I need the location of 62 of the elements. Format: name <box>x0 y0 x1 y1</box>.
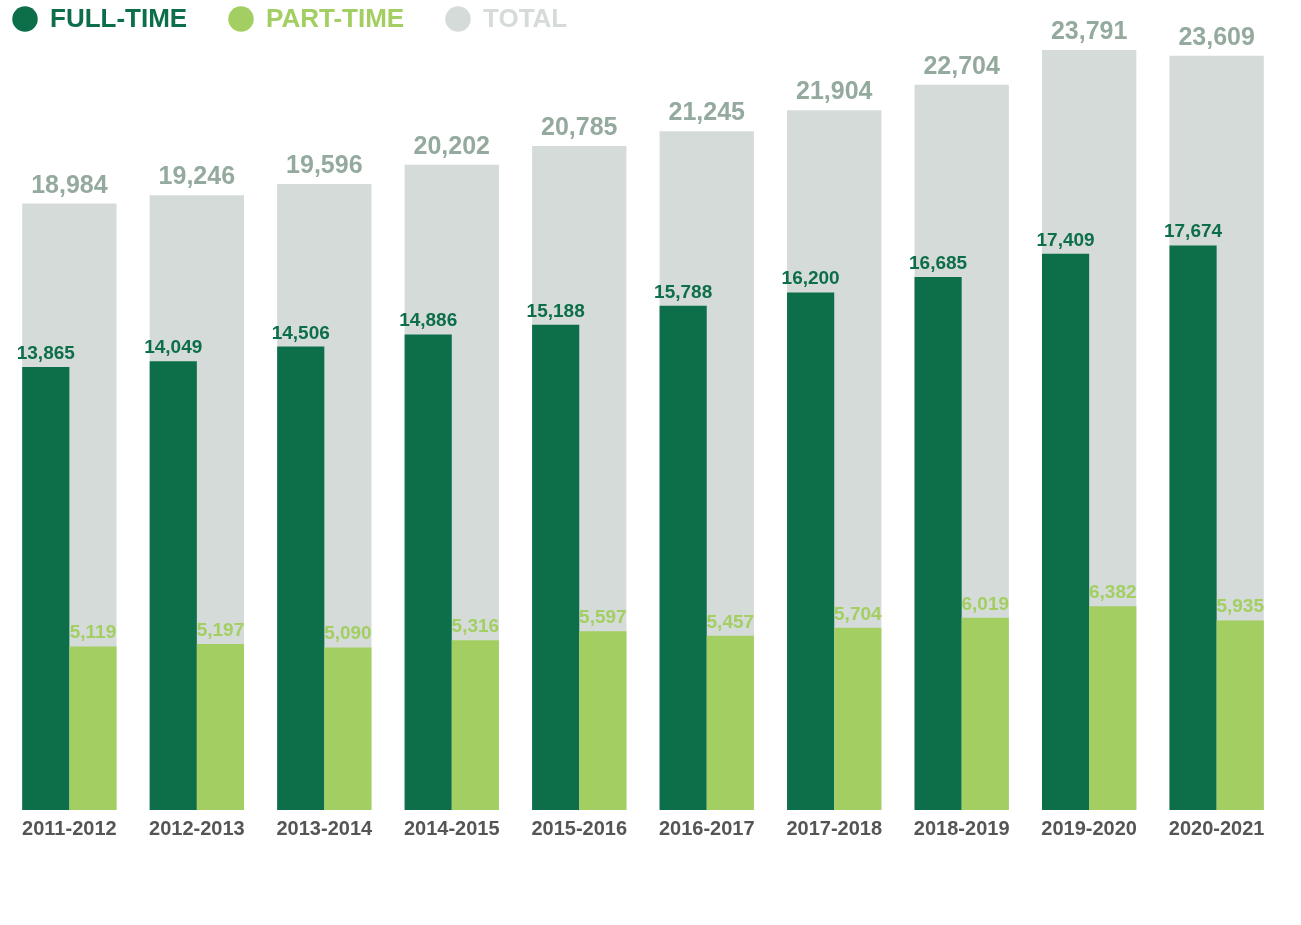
data-label: 17,674 <box>1163 220 1223 242</box>
bar <box>706 635 754 810</box>
data-label: 5,090 <box>324 622 372 644</box>
bar <box>532 324 580 810</box>
data-label: 19,246 <box>158 161 236 190</box>
bar <box>1216 620 1264 810</box>
data-label: 16,685 <box>909 252 968 273</box>
data-label: 5,704 <box>834 602 882 624</box>
bar <box>1089 606 1137 810</box>
data-label: 5,597 <box>579 606 627 628</box>
x-tick-label: 2015-2016 <box>531 816 628 839</box>
bar <box>196 643 244 810</box>
bar <box>1042 253 1090 810</box>
bar <box>961 617 1009 810</box>
data-label: 23,791 <box>1050 16 1128 44</box>
data-label: 5,119 <box>69 621 117 643</box>
data-label: 21,904 <box>795 76 873 105</box>
bar <box>22 367 70 810</box>
legend-label: PART-TIME <box>266 3 405 33</box>
x-tick-label: 2011-2012 <box>22 816 117 839</box>
data-label: 20,785 <box>541 112 618 141</box>
bar <box>149 361 197 810</box>
x-tick-label: 2014-2015 <box>403 816 500 839</box>
x-tick-label: 2020-2021 <box>1168 816 1265 839</box>
data-label: 13,865 <box>16 342 76 364</box>
data-label: 21,245 <box>668 97 746 126</box>
data-label: 18,984 <box>31 169 108 198</box>
bar <box>324 647 372 810</box>
data-label: 17,409 <box>1036 228 1095 250</box>
bar <box>451 640 499 810</box>
data-label: 14,506 <box>271 321 330 343</box>
x-tick-label: 2013-2014 <box>276 816 374 839</box>
data-label: 15,188 <box>526 299 585 321</box>
data-label: 5,457 <box>706 610 755 632</box>
x-tick-label: 2016-2017 <box>658 816 755 839</box>
data-label: 19,596 <box>286 150 363 179</box>
bar <box>69 646 117 810</box>
x-tick-label: 2018-2019 <box>913 816 1010 839</box>
data-label: 20,202 <box>413 130 491 159</box>
bar <box>579 631 627 810</box>
bar <box>834 627 882 810</box>
data-label: 23,609 <box>1178 21 1255 50</box>
data-label: 14,049 <box>144 336 203 358</box>
bar <box>787 292 835 810</box>
data-label: 16,200 <box>781 267 840 289</box>
legend-label: FULL-TIME <box>50 3 188 33</box>
data-label: 6,019 <box>961 592 1010 614</box>
data-label: 6,382 <box>1088 581 1137 603</box>
bar <box>1169 245 1217 810</box>
x-tick-label: 2012-2013 <box>149 816 245 839</box>
data-label: 5,316 <box>451 615 500 637</box>
bar <box>277 346 325 810</box>
x-tick-label: 2017-2018 <box>786 816 883 839</box>
data-label: 5,197 <box>196 618 245 640</box>
bar <box>404 334 452 810</box>
data-label: 5,935 <box>1216 595 1265 617</box>
data-label: 14,886 <box>399 309 458 331</box>
data-label: 15,788 <box>654 280 713 302</box>
x-tick-label: 2019-2020 <box>1041 816 1137 839</box>
bar <box>659 305 707 810</box>
bar <box>914 277 962 810</box>
data-label: 22,704 <box>923 50 1001 79</box>
